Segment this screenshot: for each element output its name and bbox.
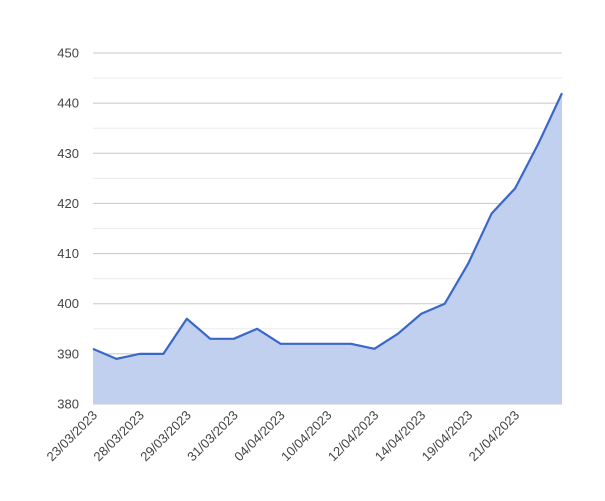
y-tick-label: 400 (57, 296, 79, 311)
series-area (93, 93, 562, 405)
y-tick-label: 420 (57, 196, 79, 211)
y-tick-label: 410 (57, 246, 79, 261)
series-line (92, 92, 563, 360)
y-tick-label: 430 (57, 146, 79, 161)
x-tick-label: 21/04/2023 (466, 408, 523, 465)
y-tick-label: 440 (57, 96, 79, 111)
y-tick-label: 380 (57, 397, 79, 412)
y-axis: 380 390 400 410 420 430 440 450 (57, 46, 79, 412)
gridlines (93, 52, 562, 405)
x-axis: 23/03/202328/03/202329/03/202331/03/2023… (43, 408, 522, 465)
plot-area (92, 92, 563, 405)
y-tick-label: 390 (57, 346, 79, 361)
y-tick-label: 450 (57, 46, 79, 61)
